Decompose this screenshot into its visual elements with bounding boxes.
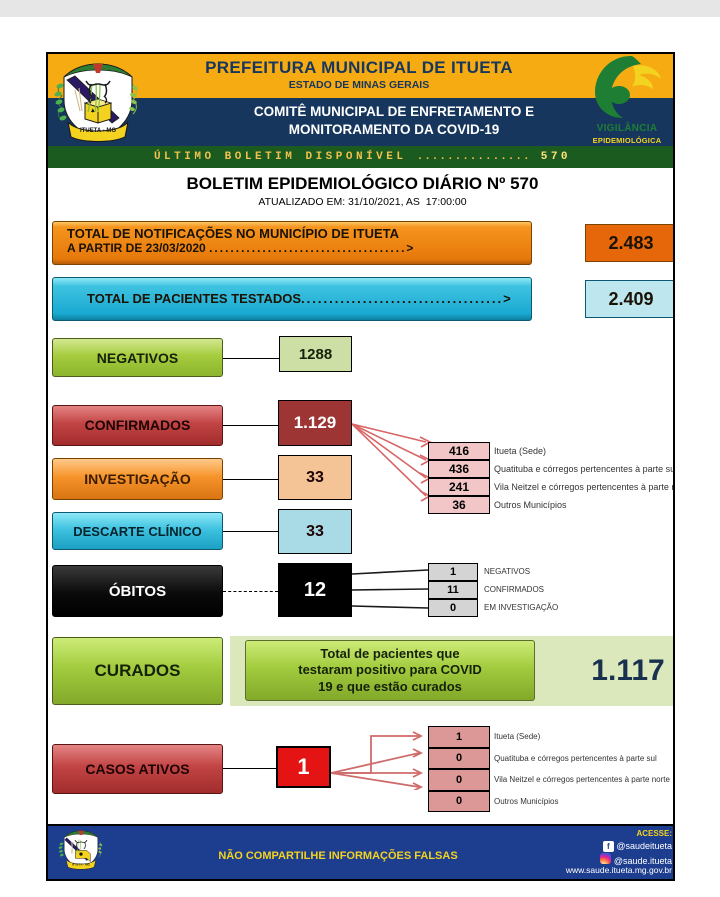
svg-text:ITUETA - MG: ITUETA - MG — [72, 862, 91, 866]
svg-text:ITUETA - MG: ITUETA - MG — [80, 128, 116, 134]
